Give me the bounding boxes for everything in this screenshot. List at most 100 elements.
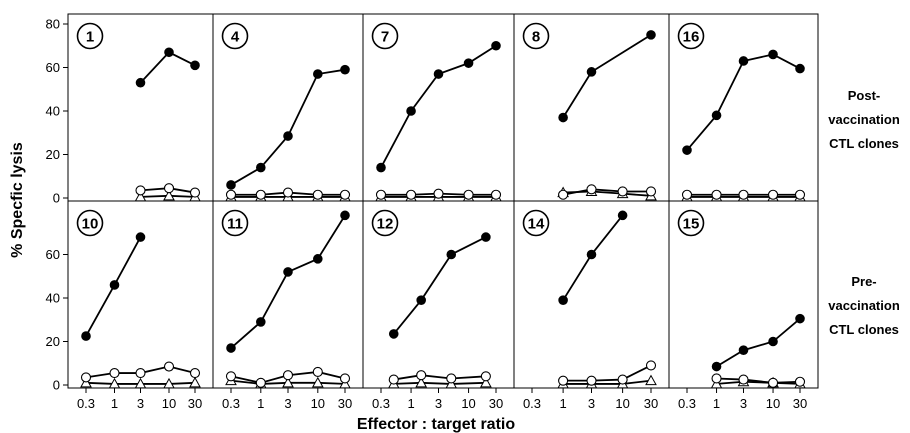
data-point-filled-circle (190, 60, 200, 71)
panel-clone-1: 1 (76, 22, 201, 202)
row-label-line: Pre- (851, 274, 876, 289)
clone-label: 4 (231, 29, 240, 46)
clone-label-circle (221, 209, 249, 237)
series-line-filled-circle (562, 34, 652, 119)
x-tick-label: 3 (284, 396, 291, 411)
series-line-filled-circle (393, 236, 487, 335)
data-point-filled-circle (617, 210, 628, 221)
panel-clone-15: 15 (677, 209, 806, 389)
data-point-filled-circle (558, 112, 568, 123)
x-tick-label: 1 (713, 396, 720, 411)
x-tick-label: 1 (407, 396, 414, 411)
panel-clone-10: 10 (76, 209, 201, 389)
y-tick-label: 20 (46, 334, 60, 349)
data-point-open-triangle (645, 374, 657, 386)
data-point-open-triangle (163, 189, 175, 201)
clone-label: 10 (82, 216, 99, 233)
series-line-open-circle (562, 188, 651, 196)
data-point-filled-circle (340, 64, 350, 75)
series-line-open-triangle (393, 381, 486, 385)
x-tick-label: 10 (162, 396, 176, 411)
series-line-open-triangle (563, 379, 652, 385)
clone-label-circle (677, 22, 705, 50)
data-point-filled-circle (406, 106, 416, 116)
x-tick-label: 0.3 (222, 396, 240, 411)
x-tick-label: 30 (188, 396, 202, 411)
x-axis-title: Effector : target ratio (357, 416, 515, 433)
series-line-filled-circle (230, 214, 346, 349)
panel-clone-4: 4 (221, 22, 351, 202)
y-tick-label: 60 (46, 247, 60, 262)
x-tick-label: 3 (137, 396, 144, 411)
x-tick-label: 30 (793, 396, 807, 411)
x-tick-label: 0.3 (372, 396, 390, 411)
data-point-open-triangle (282, 376, 294, 388)
data-point-open-circle (738, 374, 749, 385)
x-tick-label: 10 (615, 396, 629, 411)
data-point-filled-circle (340, 210, 350, 221)
data-point-filled-circle (795, 313, 805, 324)
series-line-open-circle (563, 364, 652, 382)
data-point-filled-circle (81, 331, 91, 341)
clone-label: 16 (683, 29, 700, 46)
data-point-filled-circle (738, 56, 749, 66)
y-tick-label: 40 (46, 104, 60, 119)
data-point-open-circle (282, 187, 294, 198)
data-point-open-circle (312, 189, 323, 200)
data-point-open-triangle (189, 376, 201, 388)
data-point-open-circle (163, 361, 175, 372)
data-point-filled-circle (446, 249, 457, 260)
data-point-open-circle (558, 375, 569, 386)
data-point-open-circle (480, 371, 491, 382)
data-point-open-circle (617, 186, 628, 197)
row-label-line: CTL clones (829, 136, 899, 151)
data-point-open-circle (339, 373, 351, 384)
clone-label: 11 (227, 216, 243, 233)
data-point-open-circle (433, 188, 444, 199)
data-point-open-circle (388, 374, 399, 385)
data-point-open-circle (767, 377, 779, 388)
clone-label-circle (522, 209, 550, 237)
data-point-open-circle (80, 372, 92, 383)
data-point-filled-circle (135, 232, 146, 242)
data-point-filled-circle (164, 47, 174, 58)
row-label-line: CTL clones (829, 322, 899, 337)
x-tick-label: 3 (588, 396, 595, 411)
data-point-open-circle (617, 374, 628, 385)
data-point-open-circle (794, 376, 806, 387)
data-point-open-circle (189, 367, 201, 379)
data-point-filled-circle (313, 69, 323, 79)
clone-label: 1 (86, 29, 94, 46)
y-tick-label: 0 (53, 191, 60, 206)
series-line-filled-circle (716, 317, 801, 368)
data-point-filled-circle (558, 295, 568, 305)
series-line-filled-circle (380, 44, 497, 168)
data-point-open-circle (255, 189, 266, 200)
x-tick-label: 3 (435, 396, 442, 411)
data-point-filled-circle (313, 254, 323, 264)
y-axis-title: % Specfic lysis (9, 142, 26, 258)
panel-clone-7: 7 (371, 22, 502, 202)
panel-clone-14: 14 (522, 209, 657, 389)
clone-label: 15 (683, 216, 700, 233)
data-point-open-circle (794, 189, 806, 200)
clone-label-circle (371, 22, 399, 50)
data-point-filled-circle (738, 345, 749, 356)
data-point-filled-circle (711, 361, 722, 372)
data-point-filled-circle (586, 67, 597, 77)
data-point-open-circle (135, 367, 146, 379)
clone-label-circle (371, 209, 399, 237)
series-line-open-triangle (716, 380, 801, 385)
data-point-filled-circle (109, 280, 120, 290)
series-line-open-circle (716, 377, 801, 384)
clone-label: 7 (381, 29, 389, 46)
clone-label: 12 (377, 216, 394, 233)
panel-clone-11: 11 (221, 209, 351, 389)
data-point-open-circle (645, 186, 657, 197)
data-point-filled-circle (135, 77, 146, 88)
data-point-filled-circle (768, 49, 778, 60)
data-point-filled-circle (433, 69, 444, 79)
clone-label-circle (221, 22, 249, 50)
data-point-filled-circle (416, 295, 426, 305)
